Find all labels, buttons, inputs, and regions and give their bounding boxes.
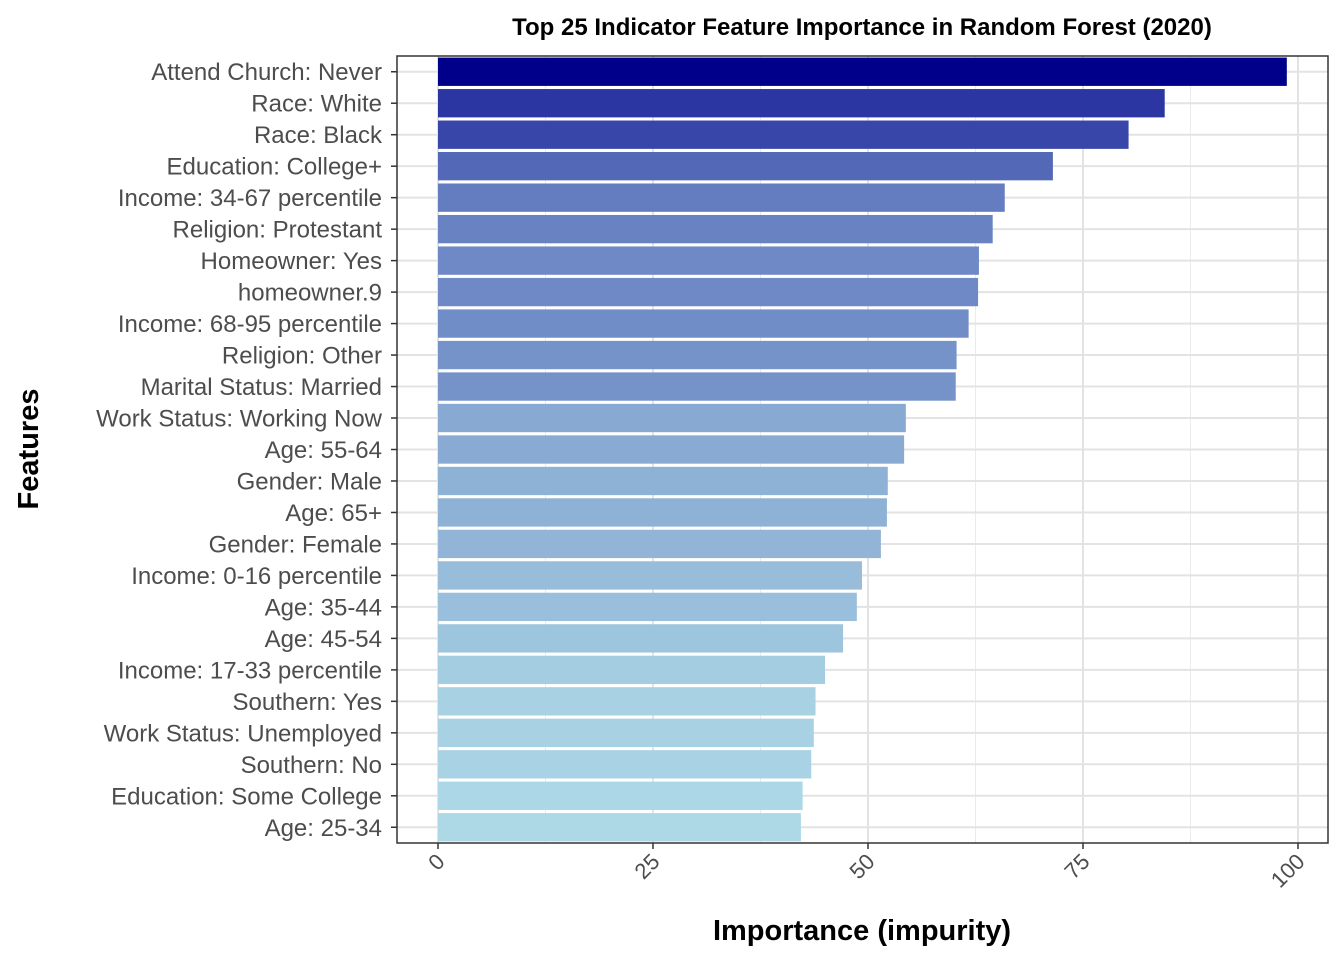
x-tick-label: 75 — [1060, 849, 1095, 884]
y-tick-label: Race: White — [251, 91, 382, 118]
y-tick-label: Income: 17-33 percentile — [118, 657, 382, 684]
bar-9 — [438, 340, 957, 370]
bar-15 — [438, 529, 881, 559]
y-tick-label: Religion: Protestant — [173, 217, 383, 244]
x-tick-label: 50 — [845, 849, 880, 884]
x-axis-ticks: 0 25 50 75 100 — [423, 843, 1310, 893]
bar-14 — [438, 498, 887, 527]
y-tick-label: Homeowner: Yes — [201, 248, 382, 275]
y-tick-label: Gender: Male — [237, 468, 382, 495]
bar-6 — [438, 246, 979, 275]
y-tick-label: Income: 0-16 percentile — [131, 563, 382, 590]
y-tick-label: Income: 34-67 percentile — [118, 185, 382, 212]
y-tick-label: Age: 55-64 — [265, 437, 382, 464]
bar-5 — [438, 214, 993, 244]
y-tick-label: Work Status: Working Now — [96, 406, 383, 433]
y-tick-label: Age: 25-34 — [265, 815, 382, 842]
y-tick-label: Age: 45-54 — [265, 626, 382, 653]
bar-1 — [438, 89, 1165, 118]
x-tick-label: 25 — [630, 849, 665, 884]
chart-title: Top 25 Indicator Feature Importance in R… — [512, 14, 1212, 41]
bar-10 — [438, 372, 956, 401]
bar-18 — [438, 624, 844, 653]
bar-17 — [438, 592, 857, 622]
x-tick-label: 100 — [1266, 849, 1310, 893]
y-tick-label: Work Status: Unemployed — [104, 720, 382, 747]
bar-19 — [438, 655, 825, 685]
bar-23 — [438, 781, 803, 810]
y-tick-label: Southern: No — [241, 752, 382, 779]
bar-24 — [438, 813, 801, 842]
y-axis-title: Features — [13, 389, 45, 510]
y-tick-label: Southern: Yes — [233, 689, 382, 716]
bar-11 — [438, 403, 906, 433]
y-tick-label: homeowner.9 — [238, 280, 382, 307]
y-axis-ticks: Attend Church: Never Race: White Race: Bla… — [96, 59, 397, 842]
bar-22 — [438, 750, 812, 779]
bar-0 — [438, 57, 1287, 86]
bar-21 — [438, 718, 814, 747]
y-tick-label: Age: 65+ — [285, 500, 382, 527]
y-tick-label: Marital Status: Married — [141, 374, 382, 401]
bar-13 — [438, 466, 888, 496]
y-tick-label: Education: Some College — [111, 783, 382, 810]
x-tick-label: 0 — [423, 849, 449, 875]
y-tick-label: Age: 35-44 — [265, 594, 382, 621]
y-tick-label: Race: Black — [254, 122, 383, 149]
bars — [438, 57, 1287, 842]
bar-16 — [438, 561, 862, 590]
bar-8 — [438, 309, 969, 338]
y-tick-label: Education: College+ — [167, 154, 382, 181]
plot-border — [396, 55, 1329, 844]
bar-12 — [438, 435, 905, 464]
bar-2 — [438, 120, 1129, 149]
x-axis-title: Importance (impurity) — [713, 915, 1011, 947]
bar-20 — [438, 687, 816, 716]
y-tick-label: Religion: Other — [222, 343, 382, 370]
y-tick-label: Attend Church: Never — [151, 59, 382, 86]
bar-4 — [438, 183, 1005, 212]
y-tick-label: Gender: Female — [209, 531, 382, 558]
bar-7 — [438, 277, 979, 307]
bar-3 — [438, 152, 1053, 181]
y-tick-label: Income: 68-95 percentile — [118, 311, 382, 338]
